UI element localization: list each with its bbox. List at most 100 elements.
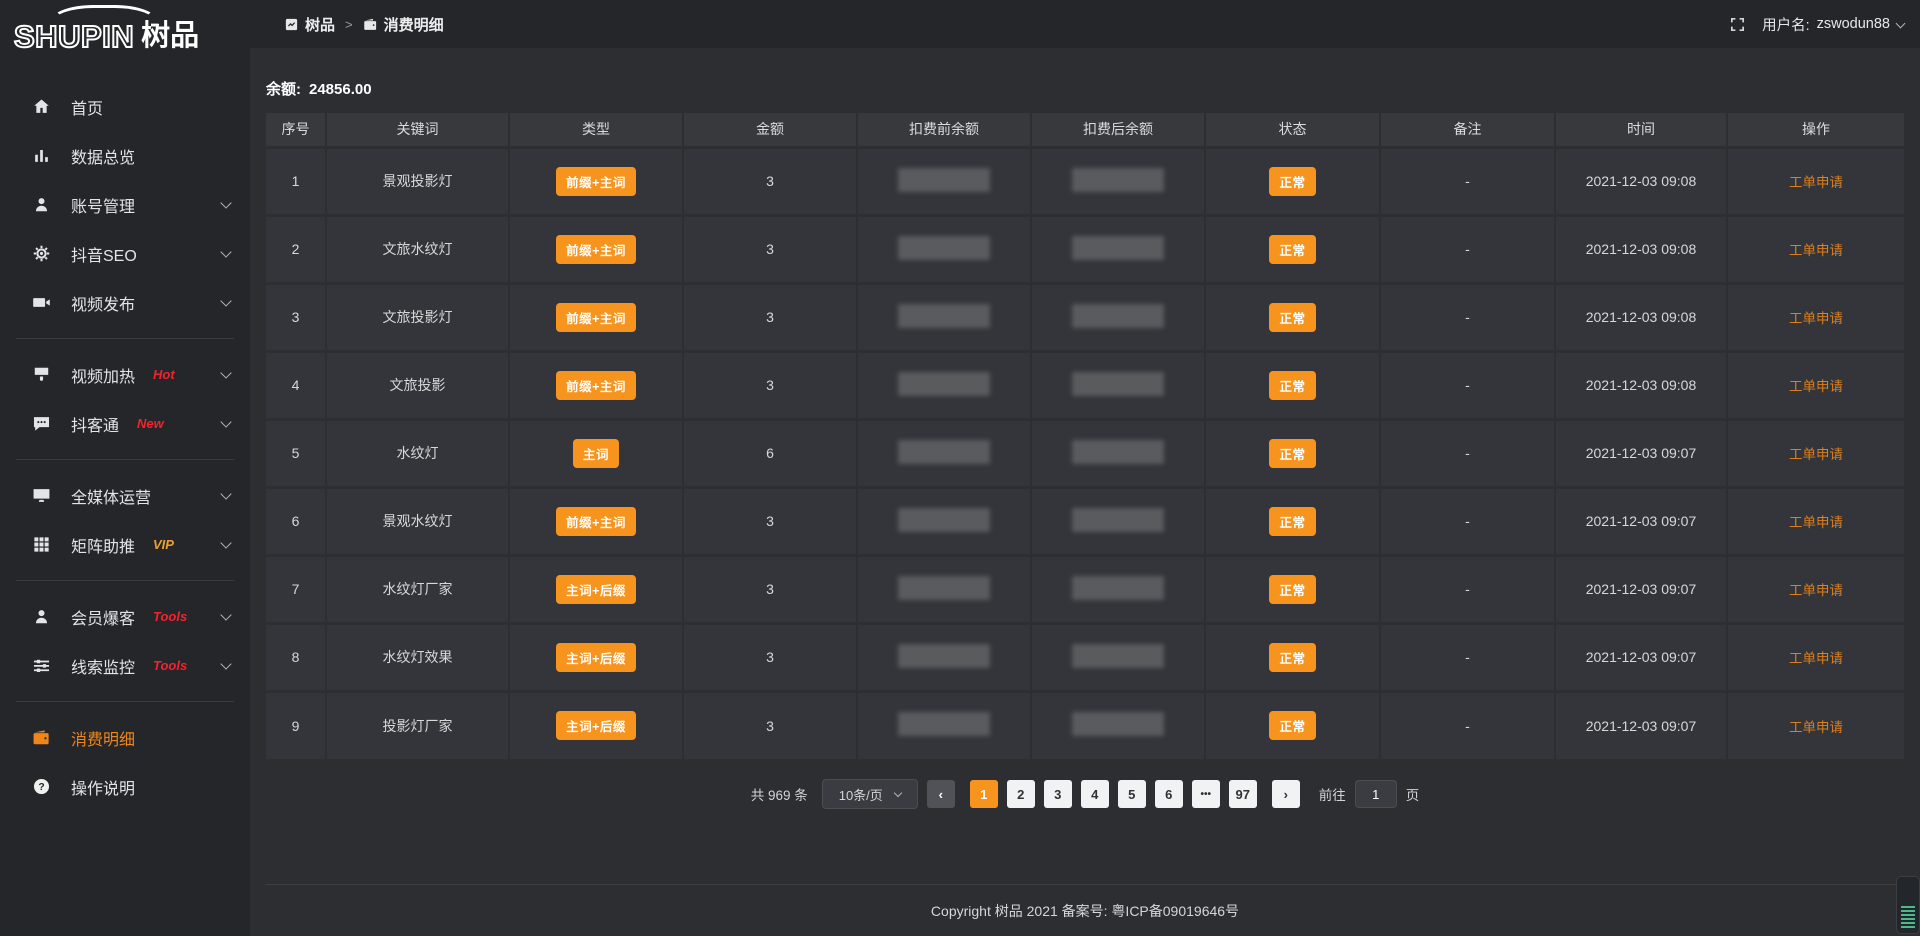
goto-page-input[interactable]	[1354, 780, 1397, 808]
status-badge: 正常	[1269, 574, 1316, 604]
pagination-total: 共 969 条	[750, 788, 808, 803]
page-button-97[interactable]: 97	[1228, 780, 1257, 808]
cell-status: 正常	[1205, 349, 1381, 419]
app-icon	[284, 17, 299, 32]
sidebar-item-grid-10[interactable]: 矩阵助推 VIP	[0, 520, 250, 569]
status-badge: 正常	[1269, 234, 1316, 264]
cell-balance-after	[1031, 213, 1206, 283]
sidebar-item-label: 消费明细	[71, 731, 136, 749]
type-badge: 前缀+主词	[556, 370, 636, 400]
user-menu[interactable]: 用户名: zswodun88	[1762, 14, 1906, 35]
cell-remark: -	[1380, 145, 1556, 215]
cell-index: 2	[266, 213, 327, 283]
ticket-apply-link[interactable]: 工单申请	[1789, 311, 1843, 326]
sidebar-item-sliders-13[interactable]: 线索监控 Tools	[0, 641, 250, 690]
table-row: 5 水纹灯 主词 6 正常 -2021-12-03 09:07 工单申请	[266, 417, 1904, 487]
sidebar-item-label: 会员爆客	[71, 610, 136, 628]
cell-status: 正常	[1205, 689, 1381, 759]
cell-keyword: 水纹灯厂家	[326, 553, 510, 623]
masked-balance-after	[1072, 439, 1164, 464]
sidebar-item-tag: Tools	[153, 609, 188, 624]
status-badge: 正常	[1269, 370, 1316, 400]
sidebar-item-gear-3[interactable]: 抖音SEO	[0, 229, 250, 278]
cell-index: 7	[266, 553, 327, 623]
page-size-select[interactable]: 10条/页	[821, 779, 918, 809]
ticket-apply-link[interactable]: 工单申请	[1789, 447, 1843, 462]
cell-type: 主词+后缀	[509, 689, 684, 759]
cell-balance-before	[857, 145, 1032, 215]
sidebar-divider	[16, 338, 234, 339]
sidebar-item-user-2[interactable]: 账号管理	[0, 180, 250, 229]
sidebar-item-home-0[interactable]: 首页	[0, 82, 250, 131]
sidebar-item-tag: Tools	[153, 658, 188, 673]
prev-page-button[interactable]: ‹	[926, 780, 955, 808]
ticket-apply-link[interactable]: 工单申请	[1789, 719, 1843, 735]
cell-keyword: 文旅投影灯	[326, 281, 510, 351]
cell-index: 4	[266, 349, 327, 419]
sidebar-item-heat-6[interactable]: 视频加热 Hot	[0, 350, 250, 399]
ticket-apply-link[interactable]: 工单申请	[1789, 379, 1843, 394]
page-button-2[interactable]: 2	[1006, 780, 1035, 808]
cell-status: 正常	[1205, 621, 1381, 691]
fullscreen-icon[interactable]	[1729, 16, 1746, 33]
status-badge: 正常	[1269, 506, 1316, 536]
sidebar-item-chat-7[interactable]: 抖客通 New	[0, 399, 250, 448]
browser-extension-widget[interactable]	[1896, 876, 1920, 934]
cell-balance-before	[857, 213, 1032, 283]
table-row: 6 景观水纹灯 前缀+主词 3 正常 -2021-12-03 09:07 工单申请	[266, 485, 1904, 555]
page-size-value: 10条/页	[838, 787, 883, 803]
masked-balance-after	[1072, 371, 1164, 396]
table-row: 9 投影灯厂家 主词+后缀 3 正常 -2021-12-03 09:07 工单申请	[266, 689, 1904, 759]
ticket-apply-link[interactable]: 工单申请	[1789, 515, 1843, 530]
chevron-down-icon	[893, 788, 903, 797]
page-button-3[interactable]: 3	[1043, 780, 1072, 808]
sidebar-item-label: 数据总览	[71, 149, 136, 167]
cell-status: 正常	[1205, 213, 1381, 283]
user-icon	[32, 607, 51, 626]
sidebar-item-user-12[interactable]: 会员爆客 Tools	[0, 592, 250, 641]
cell-index: 3	[266, 281, 327, 351]
column-header-8: 时间	[1555, 113, 1728, 147]
masked-balance-after	[1072, 303, 1164, 328]
chevron-down-icon	[220, 536, 232, 549]
column-header-2: 类型	[509, 113, 684, 147]
brand-logo[interactable]: SHUPIN 树品	[0, 0, 250, 72]
breadcrumb-item-1[interactable]: 消费明细	[363, 14, 444, 35]
masked-balance-before	[898, 167, 990, 192]
ticket-apply-link[interactable]: 工单申请	[1789, 651, 1843, 666]
next-page-button[interactable]: ›	[1271, 780, 1300, 808]
masked-balance-before	[898, 712, 990, 737]
ticket-apply-link[interactable]: 工单申请	[1789, 243, 1843, 258]
sidebar-item-monitor-9[interactable]: 全媒体运营	[0, 471, 250, 520]
sidebar-item-video-4[interactable]: 视频发布	[0, 278, 250, 327]
column-header-3: 金额	[683, 113, 858, 147]
masked-balance-after	[1072, 507, 1164, 532]
cell-type: 前缀+主词	[509, 281, 684, 351]
masked-balance-after	[1072, 167, 1164, 192]
cell-keyword: 水纹灯	[326, 417, 510, 487]
sidebar-item-question-16[interactable]: ? 操作说明	[0, 762, 250, 811]
ticket-apply-link[interactable]: 工单申请	[1789, 583, 1843, 598]
cell-balance-before	[857, 689, 1032, 759]
page-button-1[interactable]: 1	[969, 780, 998, 808]
table-row: 2 文旅水纹灯 前缀+主词 3 正常 -2021-12-03 09:08 工单申请	[266, 213, 1904, 283]
cell-time: 2021-12-03 09:07	[1555, 485, 1728, 555]
column-header-9: 操作	[1727, 113, 1904, 147]
column-header-7: 备注	[1380, 113, 1556, 147]
logo-arc-decoration	[50, 5, 158, 39]
page-button-5[interactable]: 5	[1117, 780, 1146, 808]
page-button-4[interactable]: 4	[1080, 780, 1109, 808]
ellipsis-button[interactable]: •••	[1191, 780, 1220, 808]
sidebar-item-wallet-15[interactable]: 消费明细	[0, 713, 250, 762]
page-button-6[interactable]: 6	[1154, 780, 1183, 808]
ticket-apply-link[interactable]: 工单申请	[1789, 175, 1843, 190]
chevron-down-icon	[220, 294, 232, 307]
sidebar-item-label: 首页	[71, 100, 104, 118]
cell-remark: -	[1380, 621, 1556, 691]
right-pane: 树品 > 消费明细 用户名: zswodun88 余额: 24856.00	[250, 0, 1920, 936]
status-badge: 正常	[1269, 166, 1316, 196]
cell-remark: -	[1380, 553, 1556, 623]
masked-balance-after	[1072, 235, 1164, 260]
breadcrumb-item-0[interactable]: 树品	[284, 14, 335, 35]
sidebar-item-chart-1[interactable]: 数据总览	[0, 131, 250, 180]
